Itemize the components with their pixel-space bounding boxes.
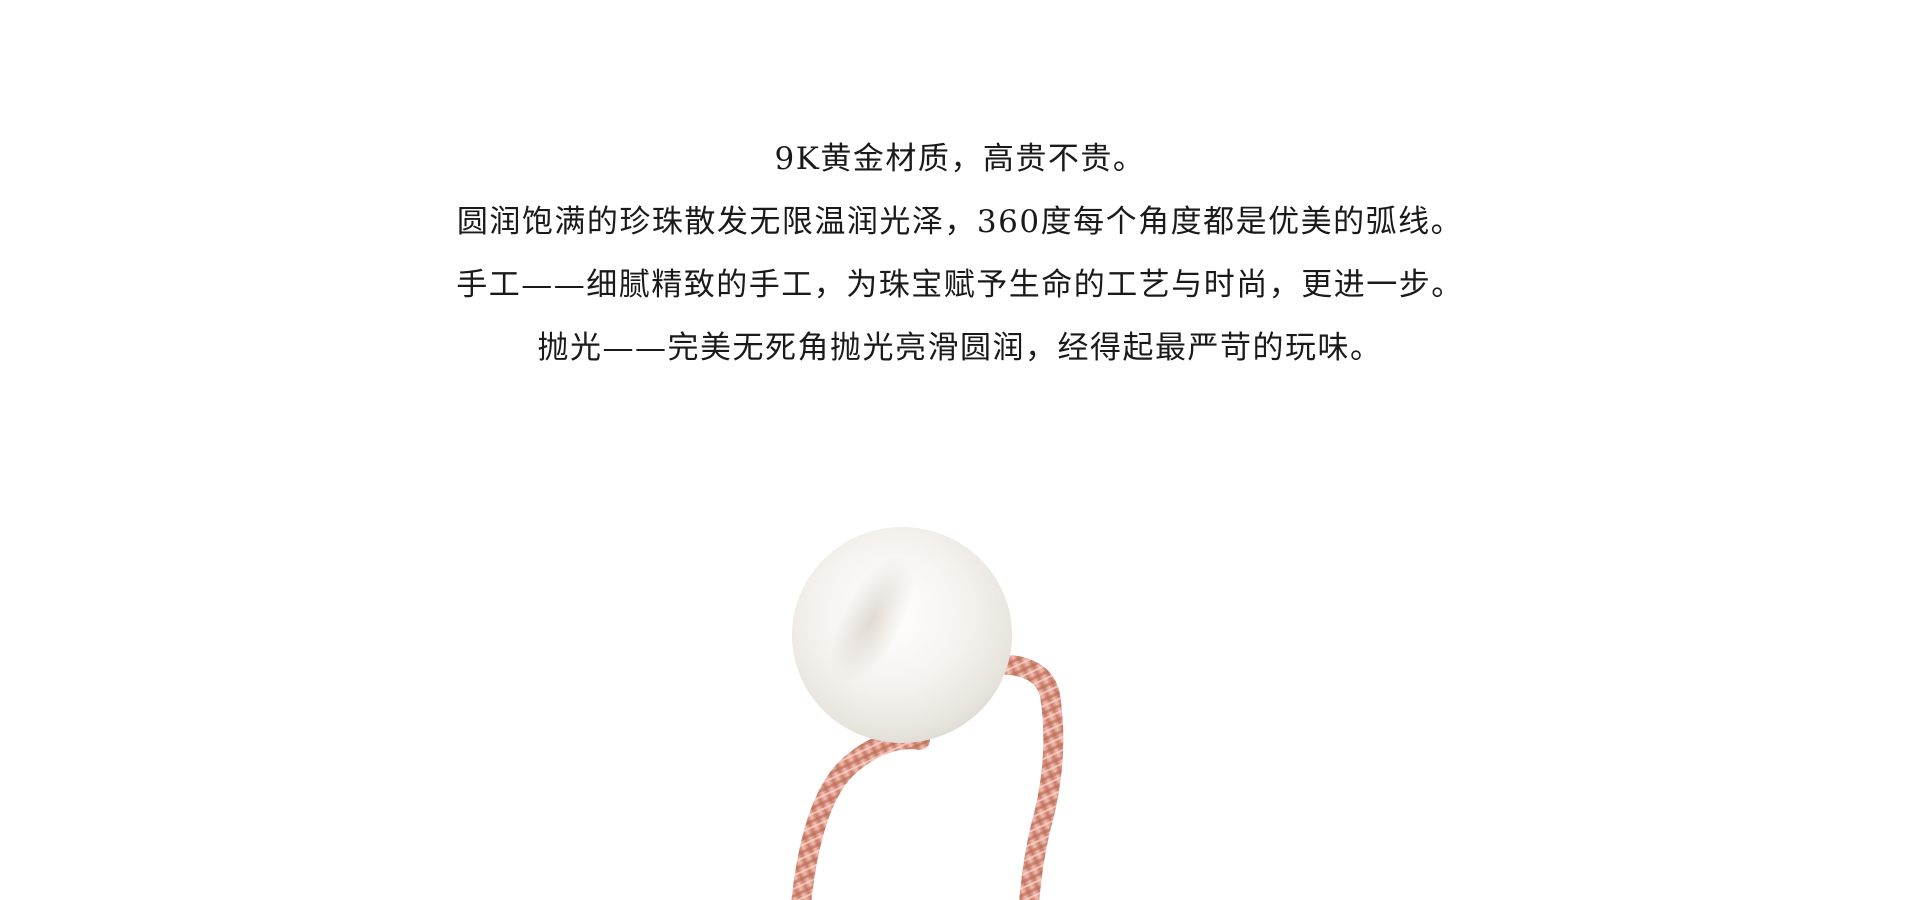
- ring-band-left: [791, 729, 930, 900]
- description-line-polish: 抛光——完美无死角抛光亮滑圆润，经得起最严苛的玩味。: [537, 330, 1383, 366]
- description-line-pearl: 圆润饱满的珍珠散发无限温润光泽，360度每个角度都是优美的弧线。: [456, 204, 1464, 240]
- description-line-material: 9K黄金材质，高贵不贵。: [774, 141, 1146, 177]
- product-description: 9K黄金材质，高贵不贵。 圆润饱满的珍珠散发无限温润光泽，360度每个角度都是优…: [0, 128, 1920, 380]
- ring-band-right: [975, 654, 1064, 900]
- description-line-handcraft: 手工——细腻精致的手工，为珠宝赋予生命的工艺与时尚，更进一步。: [456, 267, 1464, 303]
- pearl-ring-image: [791, 527, 1064, 900]
- pearl: [792, 527, 1012, 743]
- pearl-shading: [829, 556, 915, 684]
